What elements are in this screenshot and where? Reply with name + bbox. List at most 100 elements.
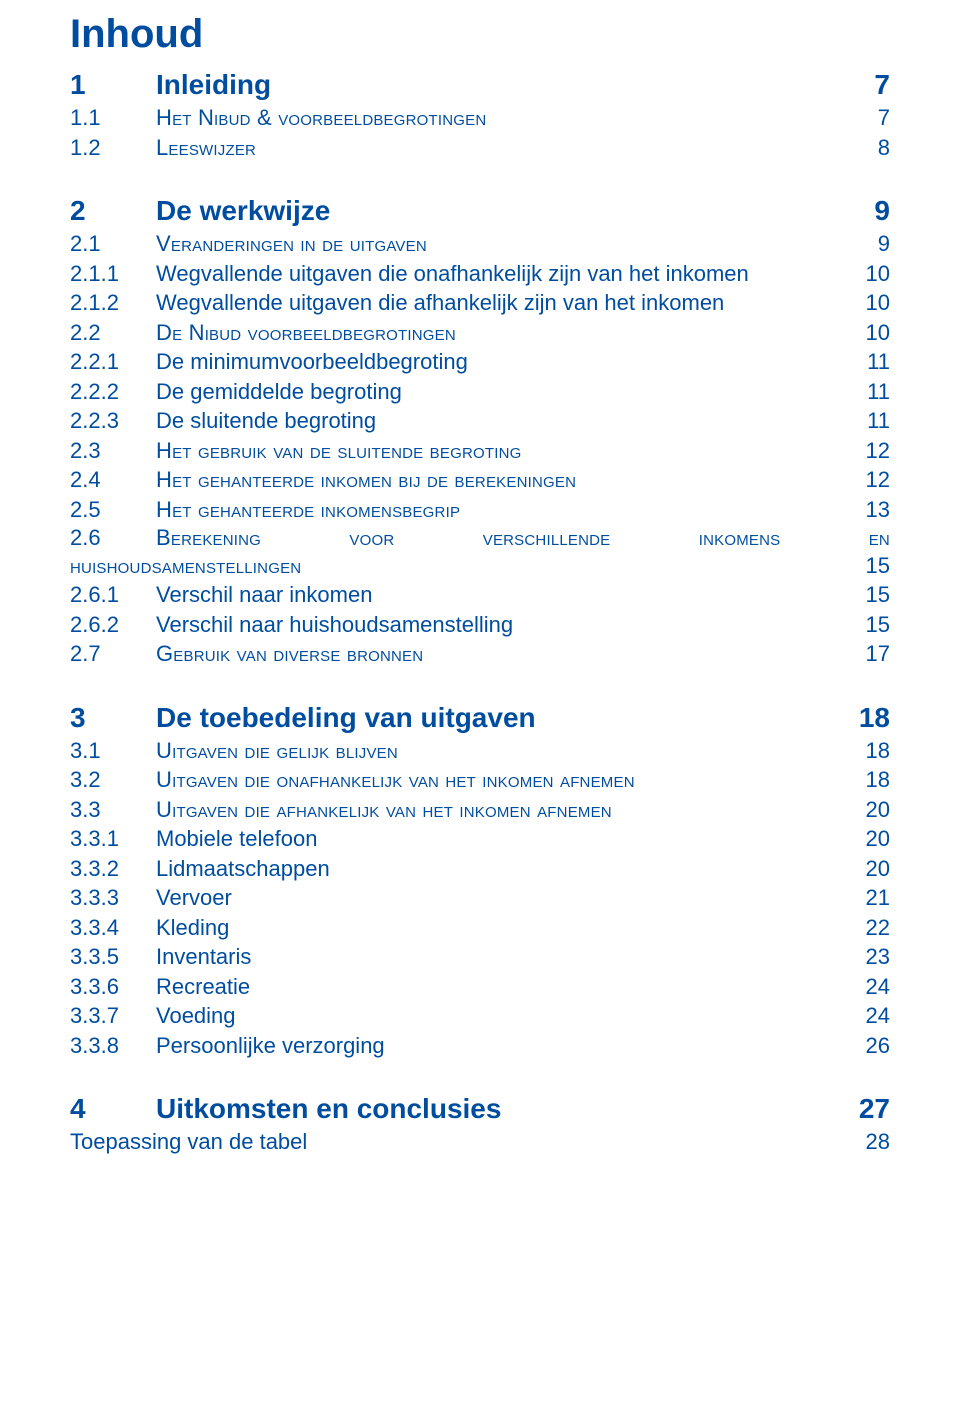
toc-number: 3.1 xyxy=(70,737,128,765)
toc-label-word: Berekening xyxy=(156,525,261,551)
toc-label: Voeding xyxy=(156,1002,236,1030)
toc-label-group: 3.3.3Vervoer xyxy=(70,884,232,912)
toc-label-group: 3.3.8Persoonlijke verzorging xyxy=(70,1032,385,1060)
toc-number: 3.3.6 xyxy=(70,973,128,1001)
toc-number: 3.3.7 xyxy=(70,1002,128,1030)
toc-number: 1.2 xyxy=(70,134,128,162)
toc-chapter: 1Inleiding7 xyxy=(70,67,890,102)
toc-page-number: 18 xyxy=(859,700,890,735)
toc-label: Het gehanteerde inkomen bij de berekenin… xyxy=(156,466,576,494)
toc-label: Het gehanteerde inkomensbegrip xyxy=(156,496,460,524)
toc-label-group: 3.3.5 Inventaris xyxy=(70,943,251,971)
toc-label-group: 2.2.3De sluitende begroting xyxy=(70,407,376,435)
toc-label-group: 1.1Het Nibud & voorbeeldbegrotingen xyxy=(70,104,486,132)
toc-label-word: en xyxy=(869,525,890,551)
toc-subsection: 2.2.3De sluitende begroting 11 xyxy=(70,407,890,435)
toc-gap xyxy=(70,1059,890,1085)
toc-label: Leeswijzer xyxy=(156,134,256,162)
toc-number: 2.3 xyxy=(70,437,128,465)
toc-page-number: 20 xyxy=(866,825,890,853)
toc-label-group: 2.1Veranderingen in de uitgaven xyxy=(70,230,427,258)
toc-label: Verschil naar inkomen xyxy=(156,581,372,609)
toc-label: De toebedeling van uitgaven xyxy=(156,700,536,735)
toc-subsection: 2.6.1Verschil naar inkomen 15 xyxy=(70,581,890,609)
toc-label: Veranderingen in de uitgaven xyxy=(156,230,427,258)
toc-section: 3.2 Uitgaven die onafhankelijk van het in… xyxy=(70,766,890,794)
toc-number: 2.7 xyxy=(70,640,128,668)
toc-page-number: 12 xyxy=(866,466,890,494)
toc-label-group: 2.2.1 De minimumvoorbeeldbegroting xyxy=(70,348,468,376)
toc-page-number: 28 xyxy=(866,1128,890,1156)
toc-label: Mobiele telefoon xyxy=(156,825,317,853)
toc-subsection: 3.3.2Lidmaatschappen20 xyxy=(70,855,890,883)
toc-label-word: verschillende xyxy=(483,525,611,551)
toc-label: Wegvallende uitgaven die onafhankelijk z… xyxy=(156,260,749,288)
toc-label: Inleiding xyxy=(156,67,271,102)
toc-section: 3.3 Uitgaven die afhankelijk van het inko… xyxy=(70,796,890,824)
toc-number: 2.2.1 xyxy=(70,348,128,376)
toc-number: 2.6 xyxy=(70,525,128,551)
toc-page-number: 24 xyxy=(866,973,890,1001)
toc-page-number: 17 xyxy=(866,640,890,668)
toc-label-group: Toepassing van de tabel xyxy=(70,1128,307,1156)
toc-page-number: 9 xyxy=(874,193,890,228)
toc-page-number: 27 xyxy=(859,1091,890,1126)
toc-page-number: 20 xyxy=(866,796,890,824)
toc-label-group: 3.2 Uitgaven die onafhankelijk van het in… xyxy=(70,766,635,794)
toc-page-number: 8 xyxy=(878,134,890,162)
toc-chapter: 2De werkwijze9 xyxy=(70,193,890,228)
toc-subsection: 3.3.5Inventaris23 xyxy=(70,943,890,971)
toc-label-group: 3.3.6 Recreatie xyxy=(70,973,250,1001)
toc-subsection: 3.3.7 Voeding 24 xyxy=(70,1002,890,1030)
toc-number: 2.2.3 xyxy=(70,407,128,435)
toc-page-number: 10 xyxy=(866,289,890,317)
toc-line: Toepassing van de tabel 28 xyxy=(70,1128,890,1156)
toc-page-number: 7 xyxy=(878,104,890,132)
toc-label-group: 1 Inleiding xyxy=(70,67,271,102)
toc-label: Persoonlijke verzorging xyxy=(156,1032,385,1060)
toc-label-group: 4 Uitkomsten en conclusies xyxy=(70,1091,501,1126)
toc-page-number: 20 xyxy=(866,855,890,883)
toc-section: 2.2De Nibud voorbeeldbegrotingen10 xyxy=(70,319,890,347)
toc-page-number: 22 xyxy=(866,914,890,942)
toc-number: 2.1.2 xyxy=(70,289,128,317)
toc-number: 3.3 xyxy=(70,796,128,824)
toc-label: Recreatie xyxy=(156,973,250,1001)
toc-page-number: 12 xyxy=(866,437,890,465)
toc-label: Toepassing van de tabel xyxy=(70,1128,307,1156)
toc-number: 2.2 xyxy=(70,319,128,347)
toc-label-group: 3.3.1Mobiele telefoon xyxy=(70,825,317,853)
toc-number: 3.3.5 xyxy=(70,943,128,971)
toc-section: 3.1Uitgaven die gelijk blijven18 xyxy=(70,737,890,765)
toc-number: 3.2 xyxy=(70,766,128,794)
toc-number: 1 xyxy=(70,67,128,102)
toc-number: 2 xyxy=(70,193,128,228)
toc-label-word: voor xyxy=(349,525,394,551)
toc-page-number: 11 xyxy=(867,378,890,406)
toc-label: Uitgaven die afhankelijk van het inkomen… xyxy=(156,796,612,824)
toc-label-group: 2.2De Nibud voorbeeldbegrotingen xyxy=(70,319,456,347)
toc-page-number: 10 xyxy=(866,260,890,288)
toc-number: 4 xyxy=(70,1091,128,1126)
toc-label: Vervoer xyxy=(156,884,232,912)
toc-label: Inventaris xyxy=(156,943,251,971)
toc-page-number: 11 xyxy=(867,407,890,435)
toc-subsection: 2.2.2De gemiddelde begroting11 xyxy=(70,378,890,406)
toc-label: Uitgaven die onafhankelijk van het inkom… xyxy=(156,766,635,794)
toc-label: Uitkomsten en conclusies xyxy=(156,1091,501,1126)
toc-label-group: 3.3.7 Voeding xyxy=(70,1002,236,1030)
toc-label-group: 2.6.1Verschil naar inkomen xyxy=(70,581,372,609)
toc-label: Het gebruik van de sluitende begroting xyxy=(156,437,522,465)
toc-subsection: 3.3.4Kleding 22 xyxy=(70,914,890,942)
toc-label: De minimumvoorbeeldbegroting xyxy=(156,348,468,376)
toc-subsection: 2.2.1De minimumvoorbeeldbegroting11 xyxy=(70,348,890,376)
toc-page-number: 9 xyxy=(878,230,890,258)
toc-label-group: 3De toebedeling van uitgaven xyxy=(70,700,536,735)
toc-page-number: 15 xyxy=(866,581,890,609)
toc-section: 2.7Gebruik van diverse bronnen17 xyxy=(70,640,890,668)
toc-chapter: 4 Uitkomsten en conclusies 27 xyxy=(70,1091,890,1126)
toc-label-word: inkomens xyxy=(699,525,781,551)
toc-page-number: 24 xyxy=(866,1002,890,1030)
toc-label-group: 3.3.4Kleding xyxy=(70,914,229,942)
toc-number: 2.5 xyxy=(70,496,128,524)
